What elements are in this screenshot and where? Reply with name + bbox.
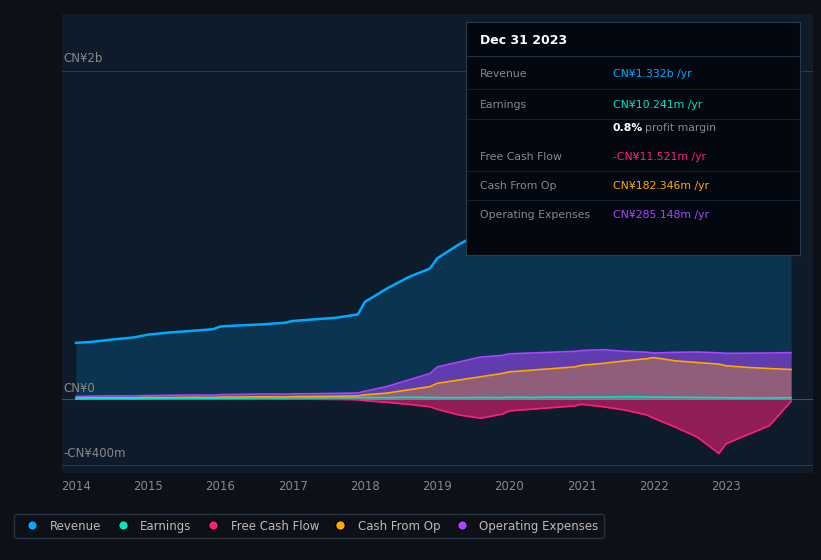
Text: CN¥10.241m /yr: CN¥10.241m /yr	[613, 100, 702, 110]
Text: -CN¥11.521m /yr: -CN¥11.521m /yr	[613, 152, 706, 162]
Text: Earnings: Earnings	[479, 100, 527, 110]
Text: Cash From Op: Cash From Op	[479, 181, 556, 192]
Text: Operating Expenses: Operating Expenses	[479, 211, 589, 220]
Text: CN¥2b: CN¥2b	[63, 52, 103, 64]
Text: Free Cash Flow: Free Cash Flow	[479, 152, 562, 162]
Text: CN¥0: CN¥0	[63, 382, 95, 395]
Text: CN¥1.332b /yr: CN¥1.332b /yr	[613, 68, 691, 78]
Text: Revenue: Revenue	[479, 68, 527, 78]
Text: CN¥285.148m /yr: CN¥285.148m /yr	[613, 211, 709, 220]
Text: Dec 31 2023: Dec 31 2023	[479, 35, 566, 48]
Text: -CN¥400m: -CN¥400m	[63, 447, 126, 460]
Text: CN¥182.346m /yr: CN¥182.346m /yr	[613, 181, 709, 192]
Legend: Revenue, Earnings, Free Cash Flow, Cash From Op, Operating Expenses: Revenue, Earnings, Free Cash Flow, Cash …	[15, 514, 604, 539]
Text: profit margin: profit margin	[644, 123, 716, 133]
Text: 0.8%: 0.8%	[613, 123, 643, 133]
